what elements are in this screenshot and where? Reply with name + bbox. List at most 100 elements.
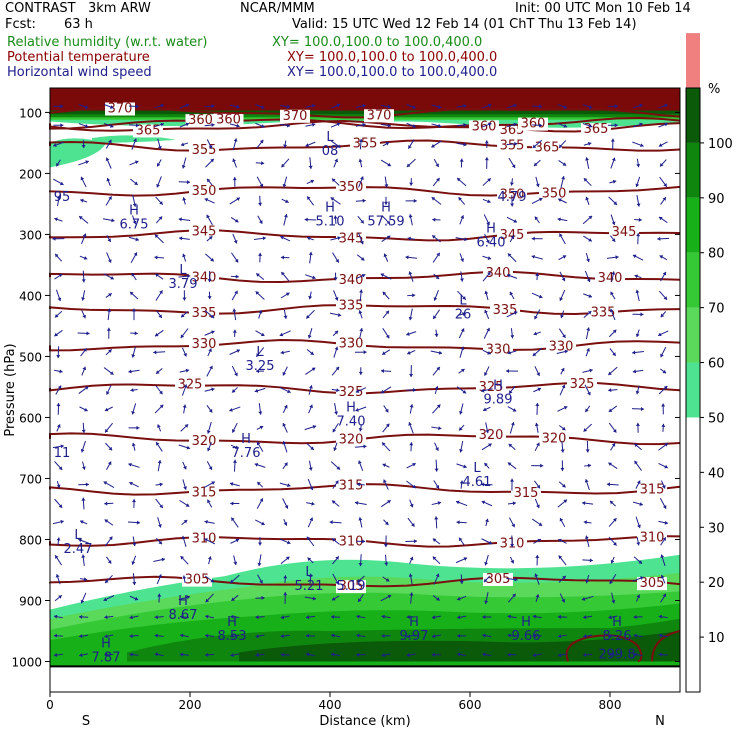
wind-arrow-head (585, 408, 589, 413)
wind-arrow (509, 178, 514, 186)
wind-arrow (381, 499, 391, 508)
wind-arrow-head (256, 273, 260, 277)
wind-arrow-head (460, 346, 465, 351)
wind-arrow (660, 537, 667, 546)
x-tick-label: 600 (459, 698, 482, 712)
wind-arrow (258, 195, 263, 206)
wind-arrow-head (311, 103, 316, 108)
wind-arrow-head (663, 385, 668, 390)
wind-arrow-head (283, 522, 288, 526)
wind-arrow (53, 141, 64, 147)
wind-arrow (534, 216, 540, 224)
wind-arrow-head (612, 429, 617, 433)
wind-arrow-head (535, 183, 540, 187)
wind-arrow-head (539, 104, 543, 109)
wind-arrow-head (387, 104, 391, 109)
wind-arrow (131, 308, 136, 321)
wind-arrow (255, 291, 265, 300)
wind-arrow-head (134, 596, 139, 601)
wind-arrow (54, 498, 63, 509)
wind-arrow (534, 442, 540, 452)
wind-arrow-head (156, 162, 161, 167)
wind-arrow (154, 234, 164, 244)
wind-arrow-head (606, 482, 611, 487)
wind-arrow-head (132, 499, 137, 503)
wind-arrow (432, 538, 441, 545)
wind-arrow (484, 309, 490, 320)
wind-arrow-head (531, 236, 535, 241)
colorbar-tick-label: 10 (708, 631, 725, 646)
wind-arrow-head (412, 105, 416, 109)
wind-arrow (204, 104, 215, 109)
wind-arrow (660, 368, 667, 374)
wind-extreme-mark: H (521, 615, 531, 630)
wind-arrow-head (583, 652, 587, 657)
wind-arrow (55, 573, 61, 585)
wind-arrow (78, 386, 89, 394)
wind-arrow (229, 482, 240, 487)
wind-arrow (78, 104, 89, 109)
wind-arrow-head (657, 236, 661, 241)
wind-arrow-head (234, 258, 239, 263)
wind-arrow-head (615, 255, 619, 260)
wind-arrow-head (132, 220, 137, 225)
theta-label-bg (336, 385, 366, 399)
wind-arrow-head (105, 157, 110, 162)
wind-arrow-head (557, 217, 561, 222)
wind-arrow (407, 517, 415, 527)
wind-arrow (556, 349, 569, 354)
wind-arrow (382, 423, 390, 433)
wind-arrow (128, 369, 140, 374)
wind-arrow (459, 574, 464, 584)
wind-arrow (632, 369, 644, 374)
wind-arrow-head (336, 103, 341, 108)
wind-arrow (482, 406, 491, 412)
wind-arrow-head (534, 573, 539, 578)
wind-arrow-head (484, 309, 488, 314)
theta-label-bg (539, 187, 569, 201)
wind-arrow-head (55, 253, 59, 258)
wind-arrow (52, 444, 64, 449)
wind-arrow-head (210, 330, 215, 335)
wind-arrow (560, 440, 565, 453)
wind-arrow (81, 270, 86, 283)
wind-arrow (157, 517, 162, 528)
wind-arrow-head (539, 123, 543, 128)
wind-arrow-head (536, 442, 540, 447)
wind-arrow (557, 217, 568, 222)
wind-arrow-head (234, 290, 238, 295)
wind-arrow-head (534, 422, 539, 427)
wind-arrow (533, 159, 541, 167)
wind-arrow-head (380, 368, 385, 373)
wind-arrow-head (256, 441, 261, 446)
wind-arrow-head (335, 366, 340, 371)
wind-arrow (633, 633, 643, 638)
wind-arrow (331, 633, 341, 638)
wind-arrow-head (558, 555, 563, 560)
wind-arrow-head (182, 404, 187, 408)
wind-arrow-head (360, 176, 364, 180)
wind-arrow-head (563, 124, 568, 128)
wind-arrow-head (611, 443, 616, 447)
wind-arrow (131, 138, 137, 150)
wind-arrow (582, 501, 594, 506)
wind-arrow (608, 633, 618, 638)
wind-arrow-head (513, 311, 518, 315)
wind-arrow-head (211, 387, 215, 392)
wind-arrow (658, 614, 668, 619)
wind-arrow-head (385, 423, 390, 428)
init-time: Init: 00 UTC Mon 10 Feb 14 (515, 1, 691, 16)
wind-arrow (306, 236, 314, 241)
wind-arrow-head (132, 581, 137, 586)
wind-arrow-head (182, 197, 187, 201)
wind-arrow-head (235, 538, 240, 543)
wind-arrow-head (588, 238, 592, 242)
wind-arrow (535, 272, 540, 281)
colorbar-swatch (686, 197, 700, 253)
wind-arrow-head (334, 297, 339, 301)
wind-arrow-head (185, 122, 190, 127)
wind-arrow-head (409, 182, 414, 186)
wind-arrow-head (537, 387, 542, 392)
theta-label-bg (336, 433, 366, 447)
rh-below-surface (50, 666, 680, 692)
